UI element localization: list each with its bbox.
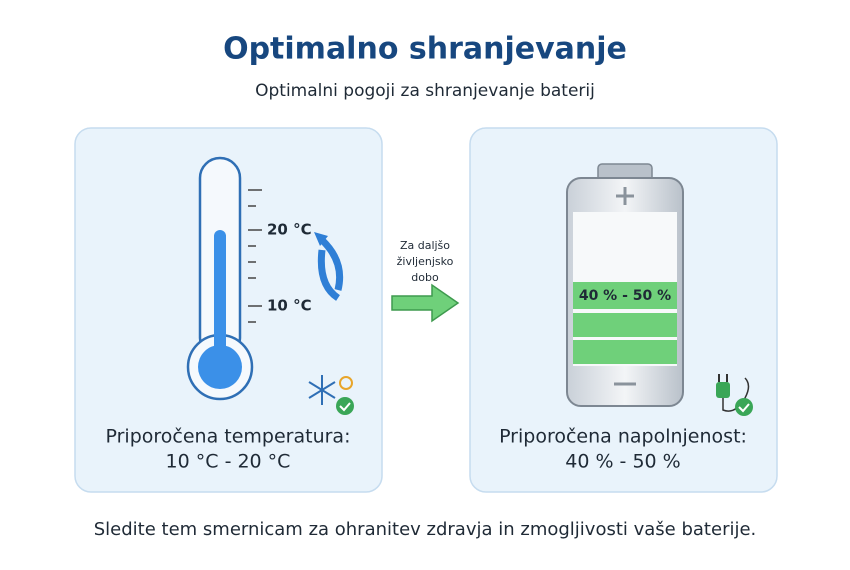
battery-label: 40 % - 50 % (579, 288, 671, 304)
subtitle: Optimalni pogoji za shranjevanje baterij (255, 81, 595, 101)
caption: Priporočena napolnjenost: (499, 426, 747, 448)
arrow-label: dobo (411, 271, 439, 284)
title: Optimalno shranjevanje (223, 32, 627, 67)
footer: Sledite tem smernicam za ohranitev zdrav… (94, 519, 757, 540)
cycle-arrows (314, 232, 344, 301)
scale-label: 10 °C (267, 297, 312, 315)
arrow-label: Za daljšo (400, 239, 450, 252)
thermometer (186, 156, 262, 401)
weather-icon (308, 375, 354, 415)
caption: Priporočena temperatura: (106, 426, 351, 448)
plug-icon (716, 374, 753, 416)
caption: 10 °C - 20 °C (166, 451, 291, 473)
scale-label: 20 °C (267, 221, 312, 239)
arrow-label: življenjsko (397, 255, 454, 268)
arrow (391, 283, 460, 323)
battery (566, 163, 684, 407)
caption: 40 % - 50 % (565, 451, 680, 473)
